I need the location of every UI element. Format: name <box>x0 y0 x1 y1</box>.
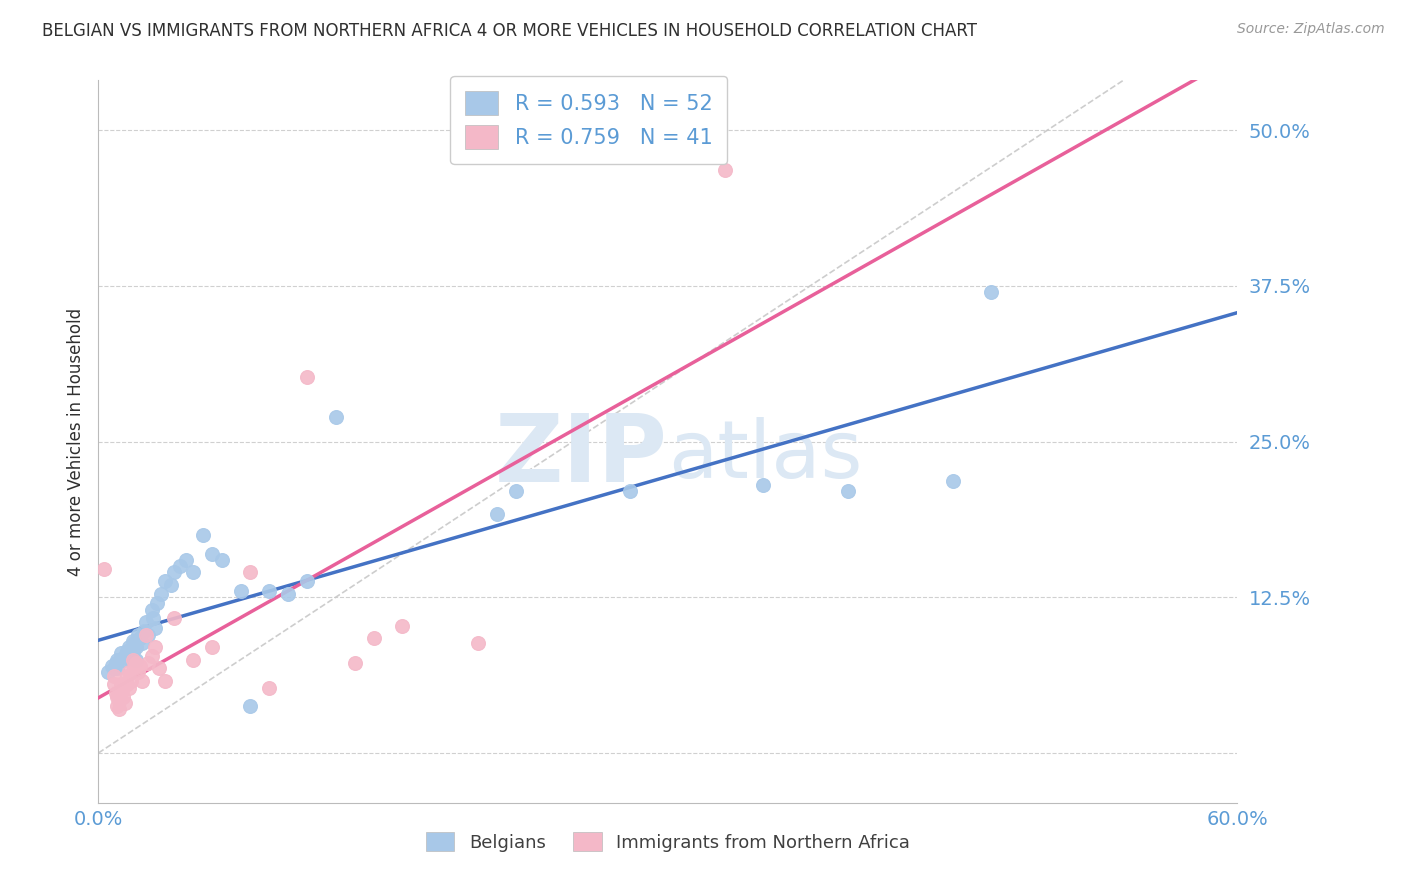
Point <box>169 559 191 574</box>
Point <box>97 665 120 679</box>
Point <box>752 478 775 492</box>
Point <box>163 611 186 625</box>
Point <box>108 693 131 707</box>
Point <box>112 652 135 666</box>
Point <box>201 547 224 561</box>
Point <box>115 651 138 665</box>
Point <box>103 669 125 683</box>
Point <box>145 640 167 654</box>
Point <box>136 657 159 671</box>
Point <box>239 566 262 580</box>
Point <box>127 627 149 641</box>
Point <box>145 621 167 635</box>
Point <box>146 597 169 611</box>
Point <box>107 690 129 704</box>
Point <box>104 657 127 671</box>
Point <box>112 681 135 696</box>
Point <box>120 648 142 663</box>
Point <box>183 566 205 580</box>
Point <box>837 484 859 499</box>
Point <box>121 652 143 666</box>
Point <box>104 686 127 700</box>
Point <box>363 632 385 646</box>
Point <box>118 646 141 660</box>
Point <box>325 409 347 424</box>
Point <box>107 652 129 666</box>
Point <box>115 669 138 683</box>
Point <box>110 646 132 660</box>
Text: BELGIAN VS IMMIGRANTS FROM NORTHERN AFRICA 4 OR MORE VEHICLES IN HOUSEHOLD CORRE: BELGIAN VS IMMIGRANTS FROM NORTHERN AFRI… <box>42 22 977 40</box>
Y-axis label: 4 or more Vehicles in Household: 4 or more Vehicles in Household <box>66 308 84 575</box>
Point <box>108 702 131 716</box>
Point <box>467 636 489 650</box>
Point <box>153 574 176 588</box>
Point <box>124 636 146 650</box>
Point <box>259 681 281 696</box>
Point <box>129 658 152 673</box>
Point <box>391 619 413 633</box>
Point <box>136 627 159 641</box>
Point <box>115 677 138 691</box>
Text: ZIP: ZIP <box>495 410 668 502</box>
Point <box>124 661 146 675</box>
Point <box>115 644 138 658</box>
Point <box>110 686 132 700</box>
Point <box>942 475 965 489</box>
Point <box>229 584 252 599</box>
Point <box>211 553 233 567</box>
Point <box>714 163 737 178</box>
Point <box>135 615 157 630</box>
Point <box>148 661 170 675</box>
Point <box>277 586 299 600</box>
Point <box>120 673 142 688</box>
Point <box>132 624 155 638</box>
Point <box>343 657 366 671</box>
Point <box>239 698 262 713</box>
Point <box>486 507 509 521</box>
Point <box>127 665 149 679</box>
Point <box>163 566 186 580</box>
Point <box>150 586 173 600</box>
Point <box>129 632 152 646</box>
Point <box>114 648 136 663</box>
Point <box>259 584 281 599</box>
Point <box>135 627 157 641</box>
Point <box>118 681 141 696</box>
Point <box>153 673 176 688</box>
Point <box>107 661 129 675</box>
Text: atlas: atlas <box>668 417 862 495</box>
Point <box>183 652 205 666</box>
Point <box>979 285 1001 299</box>
Point <box>141 603 163 617</box>
Point <box>110 677 132 691</box>
Point <box>125 640 148 654</box>
Point <box>93 561 115 575</box>
Point <box>297 574 319 588</box>
Point <box>100 658 122 673</box>
Point <box>191 528 214 542</box>
Point <box>114 696 136 710</box>
Point <box>121 644 143 658</box>
Text: Source: ZipAtlas.com: Source: ZipAtlas.com <box>1237 22 1385 37</box>
Point <box>141 648 163 663</box>
Point <box>174 553 197 567</box>
Legend: Belgians, Immigrants from Northern Africa: Belgians, Immigrants from Northern Afric… <box>419 825 917 859</box>
Point <box>125 652 148 666</box>
Point <box>118 665 141 679</box>
Point <box>103 661 125 675</box>
Point <box>159 578 181 592</box>
Point <box>505 484 527 499</box>
Point <box>201 640 224 654</box>
Point <box>131 673 153 688</box>
Point <box>107 698 129 713</box>
Point <box>131 636 153 650</box>
Point <box>297 369 319 384</box>
Point <box>103 677 125 691</box>
Point <box>118 640 141 654</box>
Point <box>121 633 143 648</box>
Point <box>112 690 135 704</box>
Point <box>142 611 165 625</box>
Point <box>125 657 148 671</box>
Point <box>619 484 641 499</box>
